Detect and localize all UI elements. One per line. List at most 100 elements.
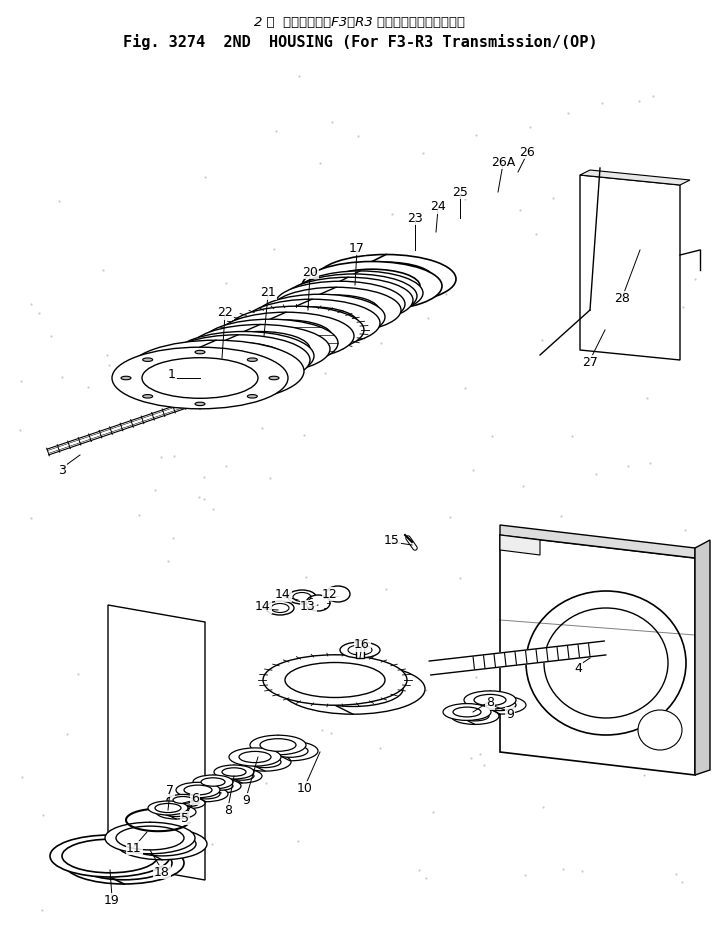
Polygon shape — [500, 525, 695, 558]
Ellipse shape — [222, 769, 262, 783]
Ellipse shape — [275, 281, 405, 327]
Text: 26: 26 — [519, 146, 535, 159]
Ellipse shape — [184, 786, 228, 801]
Ellipse shape — [112, 347, 288, 409]
Polygon shape — [580, 175, 680, 360]
Ellipse shape — [474, 696, 526, 715]
Ellipse shape — [461, 711, 489, 721]
Ellipse shape — [143, 394, 153, 398]
Ellipse shape — [121, 376, 131, 380]
Ellipse shape — [247, 358, 257, 361]
Text: 15: 15 — [384, 533, 400, 546]
Ellipse shape — [176, 783, 220, 798]
Text: 27: 27 — [582, 356, 598, 369]
Text: 23: 23 — [407, 211, 423, 224]
Text: 12: 12 — [322, 587, 338, 601]
Text: 9: 9 — [506, 707, 514, 720]
Polygon shape — [695, 540, 710, 775]
Ellipse shape — [250, 735, 306, 755]
Ellipse shape — [172, 349, 272, 385]
Polygon shape — [108, 605, 205, 880]
Ellipse shape — [174, 332, 314, 380]
Ellipse shape — [209, 782, 233, 790]
Ellipse shape — [179, 800, 199, 806]
Ellipse shape — [128, 832, 196, 856]
Ellipse shape — [214, 765, 254, 779]
Ellipse shape — [263, 655, 407, 705]
Text: 25: 25 — [452, 186, 468, 199]
Text: 22: 22 — [217, 306, 233, 319]
Ellipse shape — [474, 694, 506, 705]
Text: 21: 21 — [260, 287, 276, 300]
Ellipse shape — [105, 822, 195, 854]
Ellipse shape — [250, 314, 342, 347]
Ellipse shape — [244, 299, 380, 347]
Ellipse shape — [526, 591, 686, 735]
Ellipse shape — [230, 771, 254, 780]
Ellipse shape — [285, 662, 385, 698]
Ellipse shape — [277, 302, 363, 333]
Ellipse shape — [326, 586, 350, 602]
Ellipse shape — [188, 343, 288, 377]
Ellipse shape — [443, 703, 491, 720]
Ellipse shape — [50, 835, 170, 877]
Ellipse shape — [192, 789, 220, 799]
Ellipse shape — [62, 840, 158, 872]
Ellipse shape — [158, 350, 274, 391]
Ellipse shape — [201, 778, 225, 786]
Text: 13: 13 — [300, 601, 316, 614]
Text: 17: 17 — [349, 242, 365, 254]
Ellipse shape — [239, 751, 271, 762]
Ellipse shape — [484, 700, 516, 711]
Ellipse shape — [348, 645, 372, 655]
Text: 5: 5 — [181, 812, 189, 825]
Text: 1: 1 — [168, 369, 176, 381]
Text: 20: 20 — [302, 265, 318, 278]
Ellipse shape — [297, 271, 423, 315]
Text: 11: 11 — [126, 842, 142, 855]
Ellipse shape — [194, 338, 294, 374]
Text: 10: 10 — [297, 782, 313, 795]
Ellipse shape — [302, 262, 442, 310]
Ellipse shape — [193, 775, 233, 789]
Ellipse shape — [293, 295, 379, 325]
Ellipse shape — [288, 590, 316, 604]
Ellipse shape — [229, 748, 281, 766]
Ellipse shape — [453, 707, 481, 717]
Ellipse shape — [312, 281, 396, 311]
Ellipse shape — [303, 672, 403, 706]
Ellipse shape — [260, 739, 296, 751]
Ellipse shape — [451, 708, 499, 725]
Polygon shape — [580, 170, 690, 185]
Ellipse shape — [166, 334, 310, 385]
Ellipse shape — [173, 798, 205, 809]
Ellipse shape — [143, 358, 153, 361]
Ellipse shape — [283, 277, 413, 323]
Text: 16: 16 — [354, 639, 370, 652]
Ellipse shape — [305, 285, 391, 315]
Ellipse shape — [297, 289, 383, 319]
Ellipse shape — [638, 710, 682, 750]
Ellipse shape — [218, 312, 354, 360]
Ellipse shape — [210, 332, 310, 366]
Ellipse shape — [340, 642, 380, 658]
Ellipse shape — [281, 664, 425, 715]
Text: 9: 9 — [242, 794, 250, 806]
Ellipse shape — [148, 801, 188, 815]
Text: 14: 14 — [275, 588, 291, 601]
Ellipse shape — [464, 691, 516, 709]
Ellipse shape — [173, 797, 193, 803]
Ellipse shape — [163, 808, 189, 816]
Ellipse shape — [116, 826, 184, 850]
Ellipse shape — [266, 601, 294, 615]
Text: Fig. 3274  2ND  HOUSING (For F3-R3 Transmission/(OP): Fig. 3274 2ND HOUSING (For F3-R3 Transmi… — [123, 34, 597, 50]
Ellipse shape — [150, 342, 294, 392]
Ellipse shape — [306, 595, 330, 611]
Text: 2 速  ハウジング（F3・R3 トランスミッション用）: 2 速 ハウジング（F3・R3 トランスミッション用） — [255, 16, 466, 29]
Text: 18: 18 — [154, 866, 170, 879]
Ellipse shape — [272, 744, 308, 757]
Ellipse shape — [155, 803, 181, 813]
Ellipse shape — [195, 350, 205, 354]
Ellipse shape — [269, 376, 279, 380]
Ellipse shape — [224, 327, 316, 359]
